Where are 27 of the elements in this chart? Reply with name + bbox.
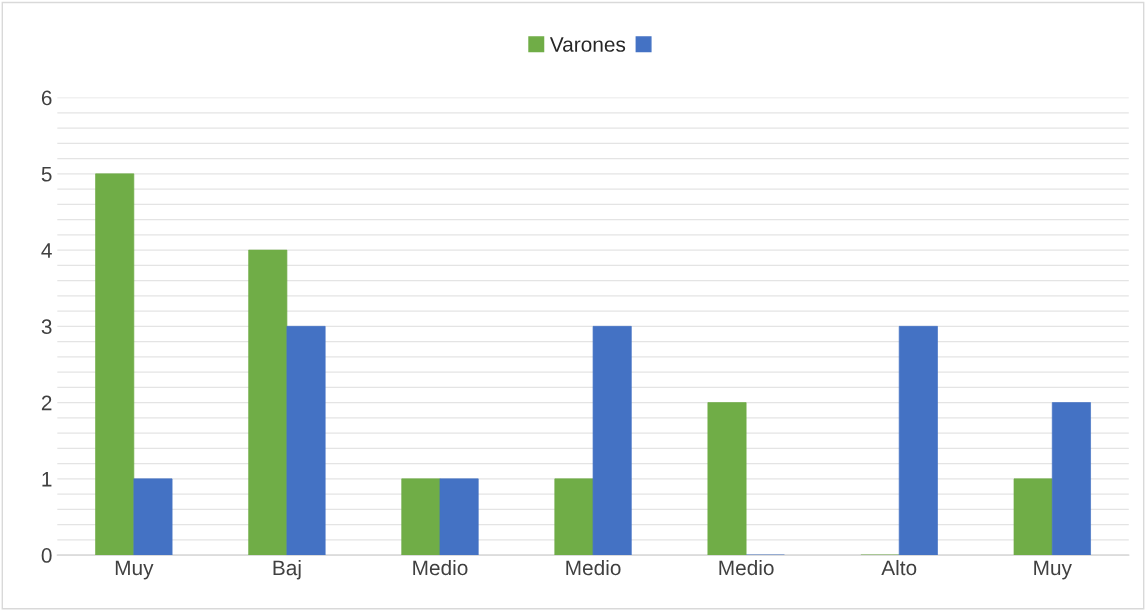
legend-label: Varones [549, 37, 626, 52]
bar [95, 173, 135, 556]
bar [248, 249, 288, 556]
bar [898, 326, 938, 556]
x-tick-label: Alto [881, 559, 917, 576]
x-tick-label: Baj [273, 559, 301, 580]
y-tick-label: 4 [41, 243, 52, 258]
bar [707, 402, 747, 556]
bar [401, 478, 441, 556]
bar [439, 478, 479, 556]
x-tick-label: Medio [566, 559, 621, 576]
y-tick-label: 6 [41, 90, 52, 106]
y-tick-label: 0 [41, 548, 52, 563]
y-tick-label: 3 [41, 319, 52, 335]
bar [554, 478, 594, 556]
y-tick-label: 1 [42, 472, 52, 487]
y-tick-label: 5 [41, 167, 52, 182]
bar [133, 478, 173, 556]
bar [592, 326, 632, 556]
bar [1051, 402, 1091, 556]
x-tick-label: Muy [115, 560, 154, 580]
x-tick-label: Muy [1034, 560, 1072, 580]
y-tick-label: 2 [41, 395, 52, 411]
x-tick-label: Medio [719, 559, 774, 576]
bar [1013, 478, 1053, 556]
bar [286, 326, 326, 556]
x-tick-label: Medio [413, 559, 468, 576]
